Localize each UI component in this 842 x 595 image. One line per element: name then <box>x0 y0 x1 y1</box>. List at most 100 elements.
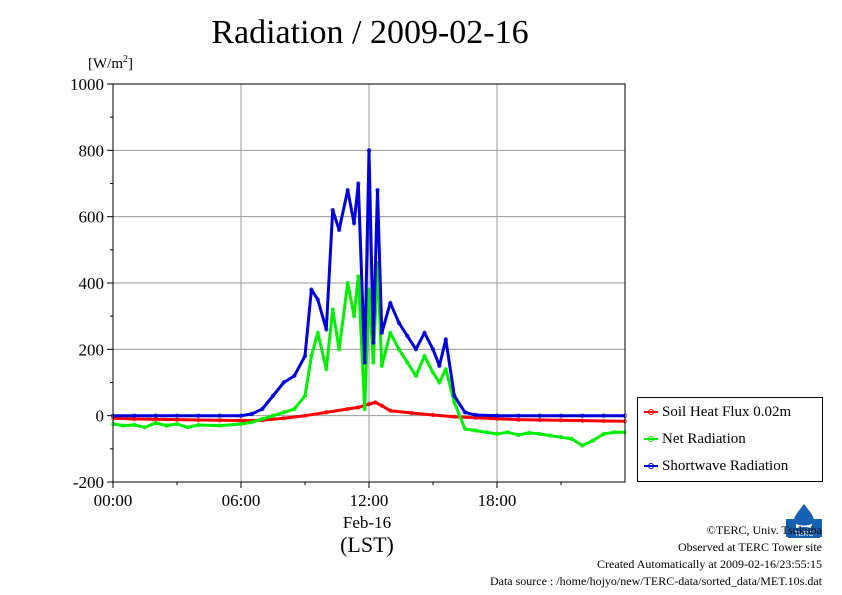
y-axis-unit-label: [W/m2] <box>88 54 133 73</box>
legend-item-net-radiation: Net Radiation <box>644 428 746 450</box>
series-1-point <box>324 367 329 372</box>
legend-swatch-shortwave-radiation <box>644 463 658 469</box>
series-1-point <box>505 430 510 435</box>
series-1-point <box>217 423 222 428</box>
y-tick-label: 200 <box>79 340 105 359</box>
y-tick-label: 0 <box>96 407 105 426</box>
series-2-point <box>324 327 329 332</box>
series-0-point <box>196 417 201 423</box>
series-0-point <box>281 416 286 421</box>
series-2-point <box>366 148 372 153</box>
series-0-point <box>324 410 329 415</box>
series-2-point <box>217 413 222 418</box>
x-tick-label: 12:00 <box>350 491 389 510</box>
series-2-point <box>336 227 342 233</box>
series-2-point <box>396 320 402 325</box>
series-1-point <box>174 421 180 427</box>
series-1-point <box>422 353 427 359</box>
y-tick-label: 600 <box>79 208 105 227</box>
series-1-point <box>281 410 286 415</box>
series-1-point <box>260 416 265 422</box>
series-2-point <box>351 221 357 226</box>
unit-text: [W/m <box>88 56 123 72</box>
series-0-point <box>345 406 350 412</box>
series-1-point <box>537 431 542 437</box>
series-1-point <box>132 422 137 428</box>
series-2-point <box>388 300 393 306</box>
series-1-point <box>494 431 500 437</box>
footer-source: Data source : /home/hojyo/new/TERC-data/… <box>489 574 822 588</box>
grid-layer <box>113 84 625 482</box>
series-0-point <box>601 418 606 424</box>
logo-text: TERC <box>794 531 813 538</box>
series-2-point <box>132 413 137 418</box>
series-0-point <box>388 408 393 413</box>
series-0-point <box>430 412 436 418</box>
series-1-point <box>462 426 468 432</box>
series-2-point <box>413 347 419 352</box>
series-0-point <box>580 418 585 423</box>
series-2-point <box>473 412 478 418</box>
series-2-point <box>153 413 158 418</box>
series-2-point <box>405 333 410 339</box>
series-2-point <box>452 393 457 398</box>
series-2-point <box>371 340 376 345</box>
series-0-point <box>537 417 542 423</box>
series-1-point <box>569 436 574 442</box>
series-1-point <box>443 367 448 372</box>
x-tick-layer: 00:00 06:00 12:00 18:00 <box>94 482 562 510</box>
series-1-point <box>315 330 320 335</box>
series-2-point <box>375 187 380 193</box>
series-0-point <box>366 401 372 407</box>
y-tick-label: 400 <box>79 274 105 293</box>
series-1-point <box>516 432 521 438</box>
series-2-point <box>580 413 585 418</box>
series-2-point <box>443 337 448 342</box>
series-2-point <box>362 360 367 365</box>
series-1-point <box>437 380 442 385</box>
legend-item-soil-heat-flux: Soil Heat Flux 0.02m <box>644 401 791 423</box>
series-0-point <box>409 410 414 416</box>
series-2-point <box>238 413 244 418</box>
series-1-point <box>336 347 342 352</box>
series-1-point <box>452 400 457 405</box>
series-2-point <box>270 393 276 398</box>
series-1-point <box>405 360 410 365</box>
series-1-point <box>142 425 148 430</box>
footer: ©TERC, Univ. Tsukuba Observed at TERC To… <box>490 522 822 590</box>
y-tick-label: -200 <box>73 473 104 492</box>
unit-close: ] <box>128 56 133 72</box>
y-tick-layer: -200 0 200 400 600 800 1000 <box>70 75 113 492</box>
series-2-point <box>437 363 442 369</box>
series-2-point <box>422 330 427 335</box>
series-1-point <box>330 307 335 312</box>
series-1-point <box>292 406 297 412</box>
series-1-point <box>351 313 357 319</box>
legend-label-shortwave-radiation: Shortwave Radiation <box>662 457 789 474</box>
series-1-point <box>379 363 384 369</box>
series-0-point <box>373 400 378 405</box>
x-tick-label: 18:00 <box>478 491 517 510</box>
series-2-point <box>558 413 564 418</box>
series-layer <box>110 148 628 448</box>
series-1-point <box>612 430 617 435</box>
series-0-point <box>558 418 564 423</box>
series-line-1 <box>112 261 625 447</box>
series-0-point <box>379 403 384 408</box>
series-2-point <box>249 411 254 417</box>
series-0-point <box>356 405 361 410</box>
legend-label-soil-heat-flux: Soil Heat Flux 0.02m <box>662 403 792 420</box>
series-1-point <box>396 347 402 352</box>
series-1-point <box>548 433 553 438</box>
series-1-point <box>196 422 201 428</box>
series-1-point <box>484 430 489 435</box>
series-2-point <box>345 187 350 193</box>
series-2-point <box>302 353 308 359</box>
series-2-point <box>537 413 542 418</box>
series-1-point <box>249 420 254 425</box>
x-axis-label: (LST) <box>340 532 394 557</box>
series-1-point <box>413 373 419 379</box>
unit-superscript: 2 <box>123 54 128 65</box>
legend-swatch-soil-heat-flux <box>644 409 658 415</box>
